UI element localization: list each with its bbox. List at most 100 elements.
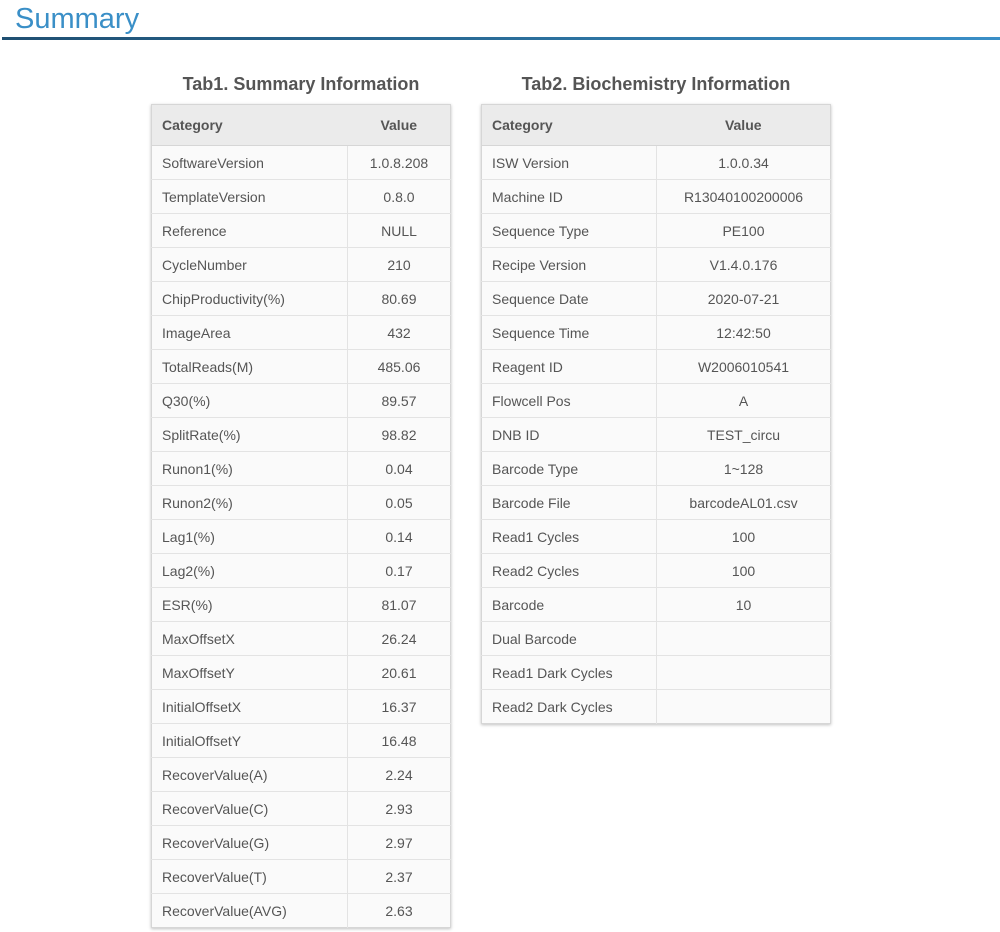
table-row: ISW Version 1.0.0.34	[481, 145, 831, 180]
value-cell: 20.61	[347, 655, 451, 690]
category-cell: SplitRate(%)	[151, 417, 348, 452]
table-row: Dual Barcode	[481, 621, 831, 656]
category-cell: Runon2(%)	[151, 485, 348, 520]
value-cell: 10	[656, 587, 831, 622]
table-header-row: Category Value	[481, 104, 831, 146]
value-cell: 0.17	[347, 553, 451, 588]
category-cell: RecoverValue(G)	[151, 825, 348, 860]
value-cell: 2.24	[347, 757, 451, 792]
category-cell: TotalReads(M)	[151, 349, 348, 384]
category-cell: Reagent ID	[481, 349, 657, 384]
category-cell: MaxOffsetY	[151, 655, 348, 690]
category-cell: RecoverValue(T)	[151, 859, 348, 894]
category-cell: DNB ID	[481, 417, 657, 452]
table-row: Sequence Date 2020-07-21	[481, 281, 831, 316]
table-row: Read1 Cycles 100	[481, 519, 831, 554]
table-row: RecoverValue(G) 2.97	[151, 825, 451, 860]
table-row: TemplateVersion 0.8.0	[151, 179, 451, 214]
value-cell: 2.37	[347, 859, 451, 894]
category-cell: Read1 Cycles	[481, 519, 657, 554]
table-row: RecoverValue(C) 2.93	[151, 791, 451, 826]
value-cell: 0.8.0	[347, 179, 451, 214]
table-row: TotalReads(M) 485.06	[151, 349, 451, 384]
value-cell: 98.82	[347, 417, 451, 452]
table-row: Q30(%) 89.57	[151, 383, 451, 418]
table-row: Recipe Version V1.4.0.176	[481, 247, 831, 282]
value-cell: 0.05	[347, 485, 451, 520]
biochemistry-table-caption: Tab2. Biochemistry Information	[521, 74, 791, 94]
value-cell	[656, 689, 831, 724]
category-cell: CycleNumber	[151, 247, 348, 282]
table-row: Reagent ID W2006010541	[481, 349, 831, 384]
value-cell: 2.97	[347, 825, 451, 860]
value-cell: 100	[656, 519, 831, 554]
value-cell: 100	[656, 553, 831, 588]
table-row: CycleNumber 210	[151, 247, 451, 282]
value-cell: 485.06	[347, 349, 451, 384]
page-title: Summary	[15, 3, 140, 35]
table-row: ChipProductivity(%) 80.69	[151, 281, 451, 316]
value-cell: 2020-07-21	[656, 281, 831, 316]
category-cell: ImageArea	[151, 315, 348, 350]
table-header-row: Category Value	[151, 104, 451, 146]
category-cell: Lag2(%)	[151, 553, 348, 588]
category-cell: ISW Version	[481, 145, 657, 180]
value-cell: 0.14	[347, 519, 451, 554]
value-cell: 1~128	[656, 451, 831, 486]
value-cell: TEST_circu	[656, 417, 831, 452]
table-row: Read1 Dark Cycles	[481, 655, 831, 690]
category-cell: RecoverValue(A)	[151, 757, 348, 792]
category-cell: TemplateVersion	[151, 179, 348, 214]
table-row: RecoverValue(AVG) 2.63	[151, 893, 451, 928]
category-cell: SoftwareVersion	[151, 145, 348, 180]
value-cell: 0.04	[347, 451, 451, 486]
biochemistry-information-table: Category Value ISW Version 1.0.0.34 Machin…	[481, 104, 831, 724]
table-row: Sequence Time 12:42:50	[481, 315, 831, 350]
biochemistry-information-panel: Tab2. Biochemistry Information Category …	[481, 73, 831, 724]
table-row: Reference NULL	[151, 213, 451, 248]
value-cell: barcodeAL01.csv	[656, 485, 831, 520]
table-row: InitialOffsetX 16.37	[151, 689, 451, 724]
category-cell: Barcode Type	[481, 451, 657, 486]
table-row: RecoverValue(T) 2.37	[151, 859, 451, 894]
column-header-category: Category	[481, 104, 657, 146]
table-row: Machine ID R13040100200006	[481, 179, 831, 214]
table-row: SoftwareVersion 1.0.8.208	[151, 145, 451, 180]
column-header-category: Category	[151, 104, 348, 146]
category-cell: Machine ID	[481, 179, 657, 214]
category-cell: Read1 Dark Cycles	[481, 655, 657, 690]
page-header: Summary	[0, 0, 1000, 40]
category-cell: RecoverValue(AVG)	[151, 893, 348, 928]
value-cell: 26.24	[347, 621, 451, 656]
category-cell: Sequence Time	[481, 315, 657, 350]
table-row: Runon1(%) 0.04	[151, 451, 451, 486]
summary-table-body: SoftwareVersion 1.0.8.208 TemplateVersion 0…	[151, 145, 451, 928]
category-cell: InitialOffsetY	[151, 723, 348, 758]
table-row: Barcode 10	[481, 587, 831, 622]
category-cell: ESR(%)	[151, 587, 348, 622]
table-row: Barcode File barcodeAL01.csv	[481, 485, 831, 520]
category-cell: Lag1(%)	[151, 519, 348, 554]
table-row: RecoverValue(A) 2.24	[151, 757, 451, 792]
value-cell: 80.69	[347, 281, 451, 316]
value-cell: W2006010541	[656, 349, 831, 384]
summary-table-caption: Tab1. Summary Information	[182, 74, 420, 94]
table-row: Read2 Cycles 100	[481, 553, 831, 588]
category-cell: Read2 Cycles	[481, 553, 657, 588]
table-row: Flowcell Pos A	[481, 383, 831, 418]
category-cell: Reference	[151, 213, 348, 248]
value-cell: 1.0.8.208	[347, 145, 451, 180]
value-cell	[656, 621, 831, 656]
table-row: Read2 Dark Cycles	[481, 689, 831, 724]
value-cell: 2.93	[347, 791, 451, 826]
category-cell: MaxOffsetX	[151, 621, 348, 656]
value-cell: 89.57	[347, 383, 451, 418]
value-cell: 2.63	[347, 893, 451, 928]
category-cell: Recipe Version	[481, 247, 657, 282]
value-cell: A	[656, 383, 831, 418]
table-row: InitialOffsetY 16.48	[151, 723, 451, 758]
summary-information-table: Category Value SoftwareVersion 1.0.8.208 T…	[151, 104, 451, 928]
category-cell: Barcode File	[481, 485, 657, 520]
value-cell: 1.0.0.34	[656, 145, 831, 180]
value-cell: 12:42:50	[656, 315, 831, 350]
